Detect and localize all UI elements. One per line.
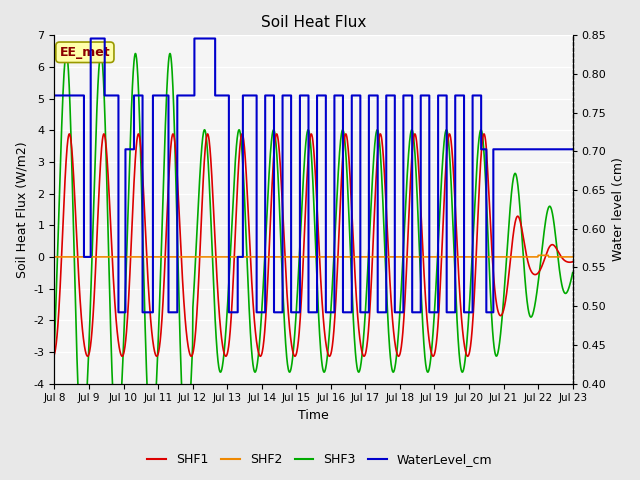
SHF1	[554, 249, 562, 254]
SHF2	[77, 254, 84, 260]
SHF2	[554, 254, 561, 260]
Legend: SHF1, SHF2, SHF3, WaterLevel_cm: SHF1, SHF2, SHF3, WaterLevel_cm	[142, 448, 498, 471]
SHF1	[303, 181, 310, 187]
SHF2	[303, 254, 310, 260]
WaterLevel_cm	[554, 146, 562, 152]
SHF2	[534, 252, 542, 258]
Line: SHF3: SHF3	[54, 53, 573, 390]
SHF3	[77, 387, 85, 393]
SHF1	[77, 308, 84, 313]
WaterLevel_cm	[569, 146, 577, 152]
SHF1	[238, 131, 246, 137]
SHF3	[459, 369, 467, 374]
Line: WaterLevel_cm: WaterLevel_cm	[54, 38, 573, 312]
X-axis label: Time: Time	[298, 409, 329, 422]
SHF3	[74, 387, 82, 393]
Line: SHF2: SHF2	[54, 255, 573, 257]
SHF3	[51, 342, 58, 348]
SHF2	[554, 254, 562, 260]
WaterLevel_cm	[554, 146, 562, 152]
SHF2	[289, 254, 296, 260]
WaterLevel_cm	[51, 93, 58, 98]
SHF3	[554, 256, 562, 262]
SHF2	[459, 254, 467, 260]
SHF3	[569, 270, 577, 276]
Line: SHF1: SHF1	[54, 134, 573, 356]
WaterLevel_cm	[115, 310, 122, 315]
Y-axis label: Soil Heat Flux (W/m2): Soil Heat Flux (W/m2)	[15, 141, 28, 278]
SHF1	[569, 259, 577, 264]
WaterLevel_cm	[459, 93, 467, 98]
SHF1	[459, 329, 467, 335]
SHF1	[289, 349, 297, 355]
SHF3	[554, 254, 562, 260]
SHF3	[289, 349, 297, 355]
SHF1	[464, 353, 472, 359]
Y-axis label: Water level (cm): Water level (cm)	[612, 157, 625, 262]
WaterLevel_cm	[289, 310, 297, 315]
Text: EE_met: EE_met	[60, 46, 110, 59]
Title: Soil Heat Flux: Soil Heat Flux	[261, 15, 366, 30]
SHF3	[63, 50, 70, 56]
WaterLevel_cm	[303, 93, 311, 98]
SHF2	[569, 254, 577, 260]
SHF1	[554, 248, 562, 254]
WaterLevel_cm	[77, 93, 84, 98]
SHF1	[51, 351, 58, 357]
WaterLevel_cm	[87, 36, 95, 41]
SHF2	[51, 254, 58, 260]
SHF3	[303, 131, 311, 136]
